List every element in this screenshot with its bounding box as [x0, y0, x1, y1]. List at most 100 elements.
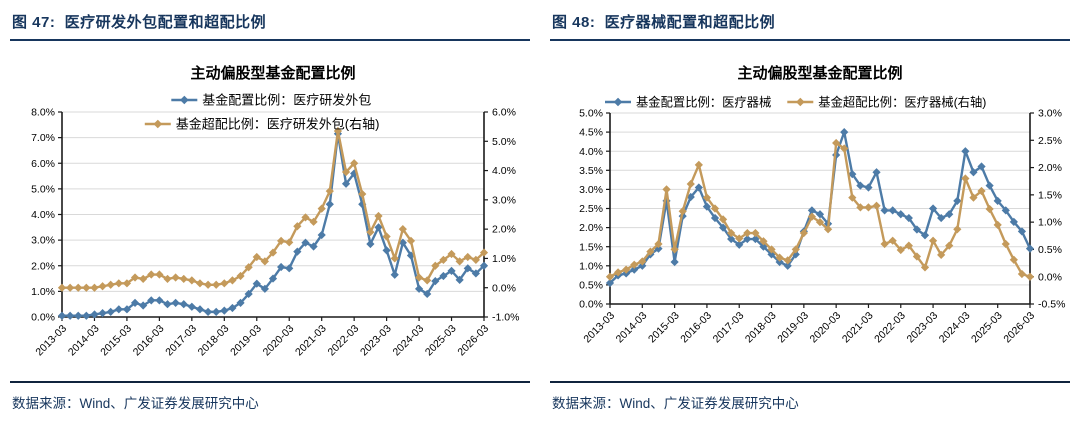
- data-point-marker: [431, 277, 440, 286]
- data-point-marker: [439, 271, 448, 281]
- series-line: [62, 129, 485, 289]
- data-point-marker: [155, 296, 164, 305]
- x-axis-label: 2022-03: [326, 323, 362, 359]
- x-axis-label: 2025-03: [969, 310, 1005, 346]
- data-point-marker: [366, 227, 375, 237]
- data-point-marker: [880, 206, 889, 215]
- data-point-marker: [455, 257, 464, 266]
- data-point-marker: [937, 250, 946, 259]
- data-point-marker: [622, 265, 631, 274]
- legend-item: 基金配置比例：医疗器械: [605, 94, 771, 109]
- data-point-marker: [228, 303, 237, 313]
- data-point-marker: [439, 255, 448, 265]
- data-point-marker: [212, 280, 221, 289]
- data-point-marker: [1017, 269, 1027, 279]
- x-axis-label: 2026-03: [1001, 310, 1037, 346]
- data-point-marker: [406, 236, 416, 245]
- x-axis-label: 2021-03: [293, 323, 329, 359]
- data-point-marker: [605, 272, 615, 281]
- data-point-marker: [122, 305, 132, 314]
- y-axis-left-label: 5.0%: [31, 183, 55, 195]
- y-axis-right-label: 3.0%: [492, 194, 516, 206]
- x-axis-label: 2019-03: [775, 310, 811, 346]
- data-point-marker: [694, 183, 703, 192]
- data-point-marker: [187, 276, 196, 285]
- data-point-marker: [366, 239, 375, 249]
- data-point-marker: [743, 234, 752, 244]
- x-axis: 2013-032014-032015-032016-032017-032018-…: [33, 317, 491, 358]
- data-point-marker: [285, 264, 294, 273]
- data-point-marker: [848, 193, 857, 202]
- data-point-marker: [904, 213, 913, 223]
- y-axis-left-label: 4.5%: [579, 127, 603, 139]
- data-point-marker: [856, 181, 865, 190]
- data-point-marker: [309, 217, 318, 226]
- data-point-marker: [252, 252, 261, 262]
- x-axis: 2013-032014-032015-032016-032017-032018-…: [581, 304, 1037, 345]
- data-point-marker: [630, 265, 639, 274]
- data-point-marker: [702, 202, 712, 211]
- y-axis-left-label: 6.0%: [31, 158, 55, 170]
- data-point-marker: [969, 168, 978, 177]
- x-axis-label: 2023-03: [904, 310, 940, 346]
- data-point-marker: [130, 298, 140, 308]
- data-point-marker: [1025, 244, 1035, 253]
- data-point-marker: [751, 228, 760, 238]
- data-point-marker: [106, 307, 115, 316]
- data-point-marker: [228, 276, 237, 285]
- data-point-marker: [268, 248, 278, 257]
- data-point-marker: [678, 207, 687, 216]
- data-point-marker: [358, 189, 367, 199]
- data-point-marker: [66, 311, 75, 320]
- data-point-marker: [163, 300, 172, 309]
- data-point-marker: [463, 264, 472, 273]
- y-axis-right-label: 1.0%: [492, 253, 516, 265]
- data-point-marker: [872, 168, 881, 177]
- data-point-marker: [301, 238, 310, 247]
- series-allocation: [605, 127, 1035, 288]
- data-point-marker: [783, 256, 792, 265]
- data-point-marker: [832, 138, 841, 148]
- gridlines: [610, 112, 1030, 305]
- data-point-marker: [179, 300, 188, 309]
- y-axis-left-label: 0.0%: [579, 299, 603, 311]
- legend-item: 基金超配比例：医疗研发外包(右轴): [144, 116, 379, 131]
- data-point-marker: [864, 183, 873, 192]
- data-point-marker: [293, 247, 302, 256]
- data-point-marker: [638, 261, 647, 270]
- figure-48-chart-area: 主动偏股型基金配置比例 0.0% 0.5% 1.0% 1.5% 2.0% 2.5% 3.0% 3…: [547, 41, 1073, 378]
- data-point-marker: [74, 311, 83, 320]
- data-point-marker: [710, 213, 720, 223]
- data-point-marker: [823, 225, 833, 234]
- data-point-marker: [920, 231, 930, 240]
- data-point-marker: [447, 249, 456, 259]
- x-axis-label: 2020-03: [808, 310, 844, 346]
- x-axis-label: 2025-03: [423, 323, 459, 359]
- data-point-marker: [114, 305, 123, 314]
- data-point-marker: [212, 307, 221, 316]
- data-point-marker: [244, 263, 253, 272]
- data-point-marker: [260, 284, 269, 293]
- data-point-marker: [350, 159, 359, 168]
- data-point-marker: [277, 262, 286, 272]
- data-point-marker: [727, 228, 736, 238]
- y-axis-left-label: 4.0%: [31, 209, 55, 221]
- y-axis-right-label: 5.0%: [492, 136, 516, 148]
- y-axis-left-label: 5.0%: [579, 108, 603, 120]
- data-point-marker: [945, 241, 954, 250]
- data-point-marker: [993, 220, 1002, 229]
- data-point-marker: [195, 305, 205, 314]
- y-axis-right-label: 2.0%: [1038, 162, 1062, 174]
- y-axis-left-label: 4.0%: [579, 146, 603, 158]
- x-axis-label: 2013-03: [581, 310, 617, 346]
- data-point-marker: [325, 200, 334, 209]
- y-axis-left-label: 2.5%: [579, 203, 603, 215]
- data-point-marker: [759, 242, 768, 251]
- y-axis-right-label: 1.0%: [1038, 217, 1062, 229]
- y-axis-right-label: 6.0%: [492, 107, 516, 119]
- figure-48-header: 图 48: 医疗器械配置和超配比例: [550, 9, 1070, 41]
- legend-item: 基金超配比例：医疗器械(右轴): [787, 94, 986, 109]
- data-point-marker: [139, 274, 148, 284]
- y-axis-right-label: -1.0%: [492, 312, 519, 324]
- data-point-marker: [57, 283, 67, 292]
